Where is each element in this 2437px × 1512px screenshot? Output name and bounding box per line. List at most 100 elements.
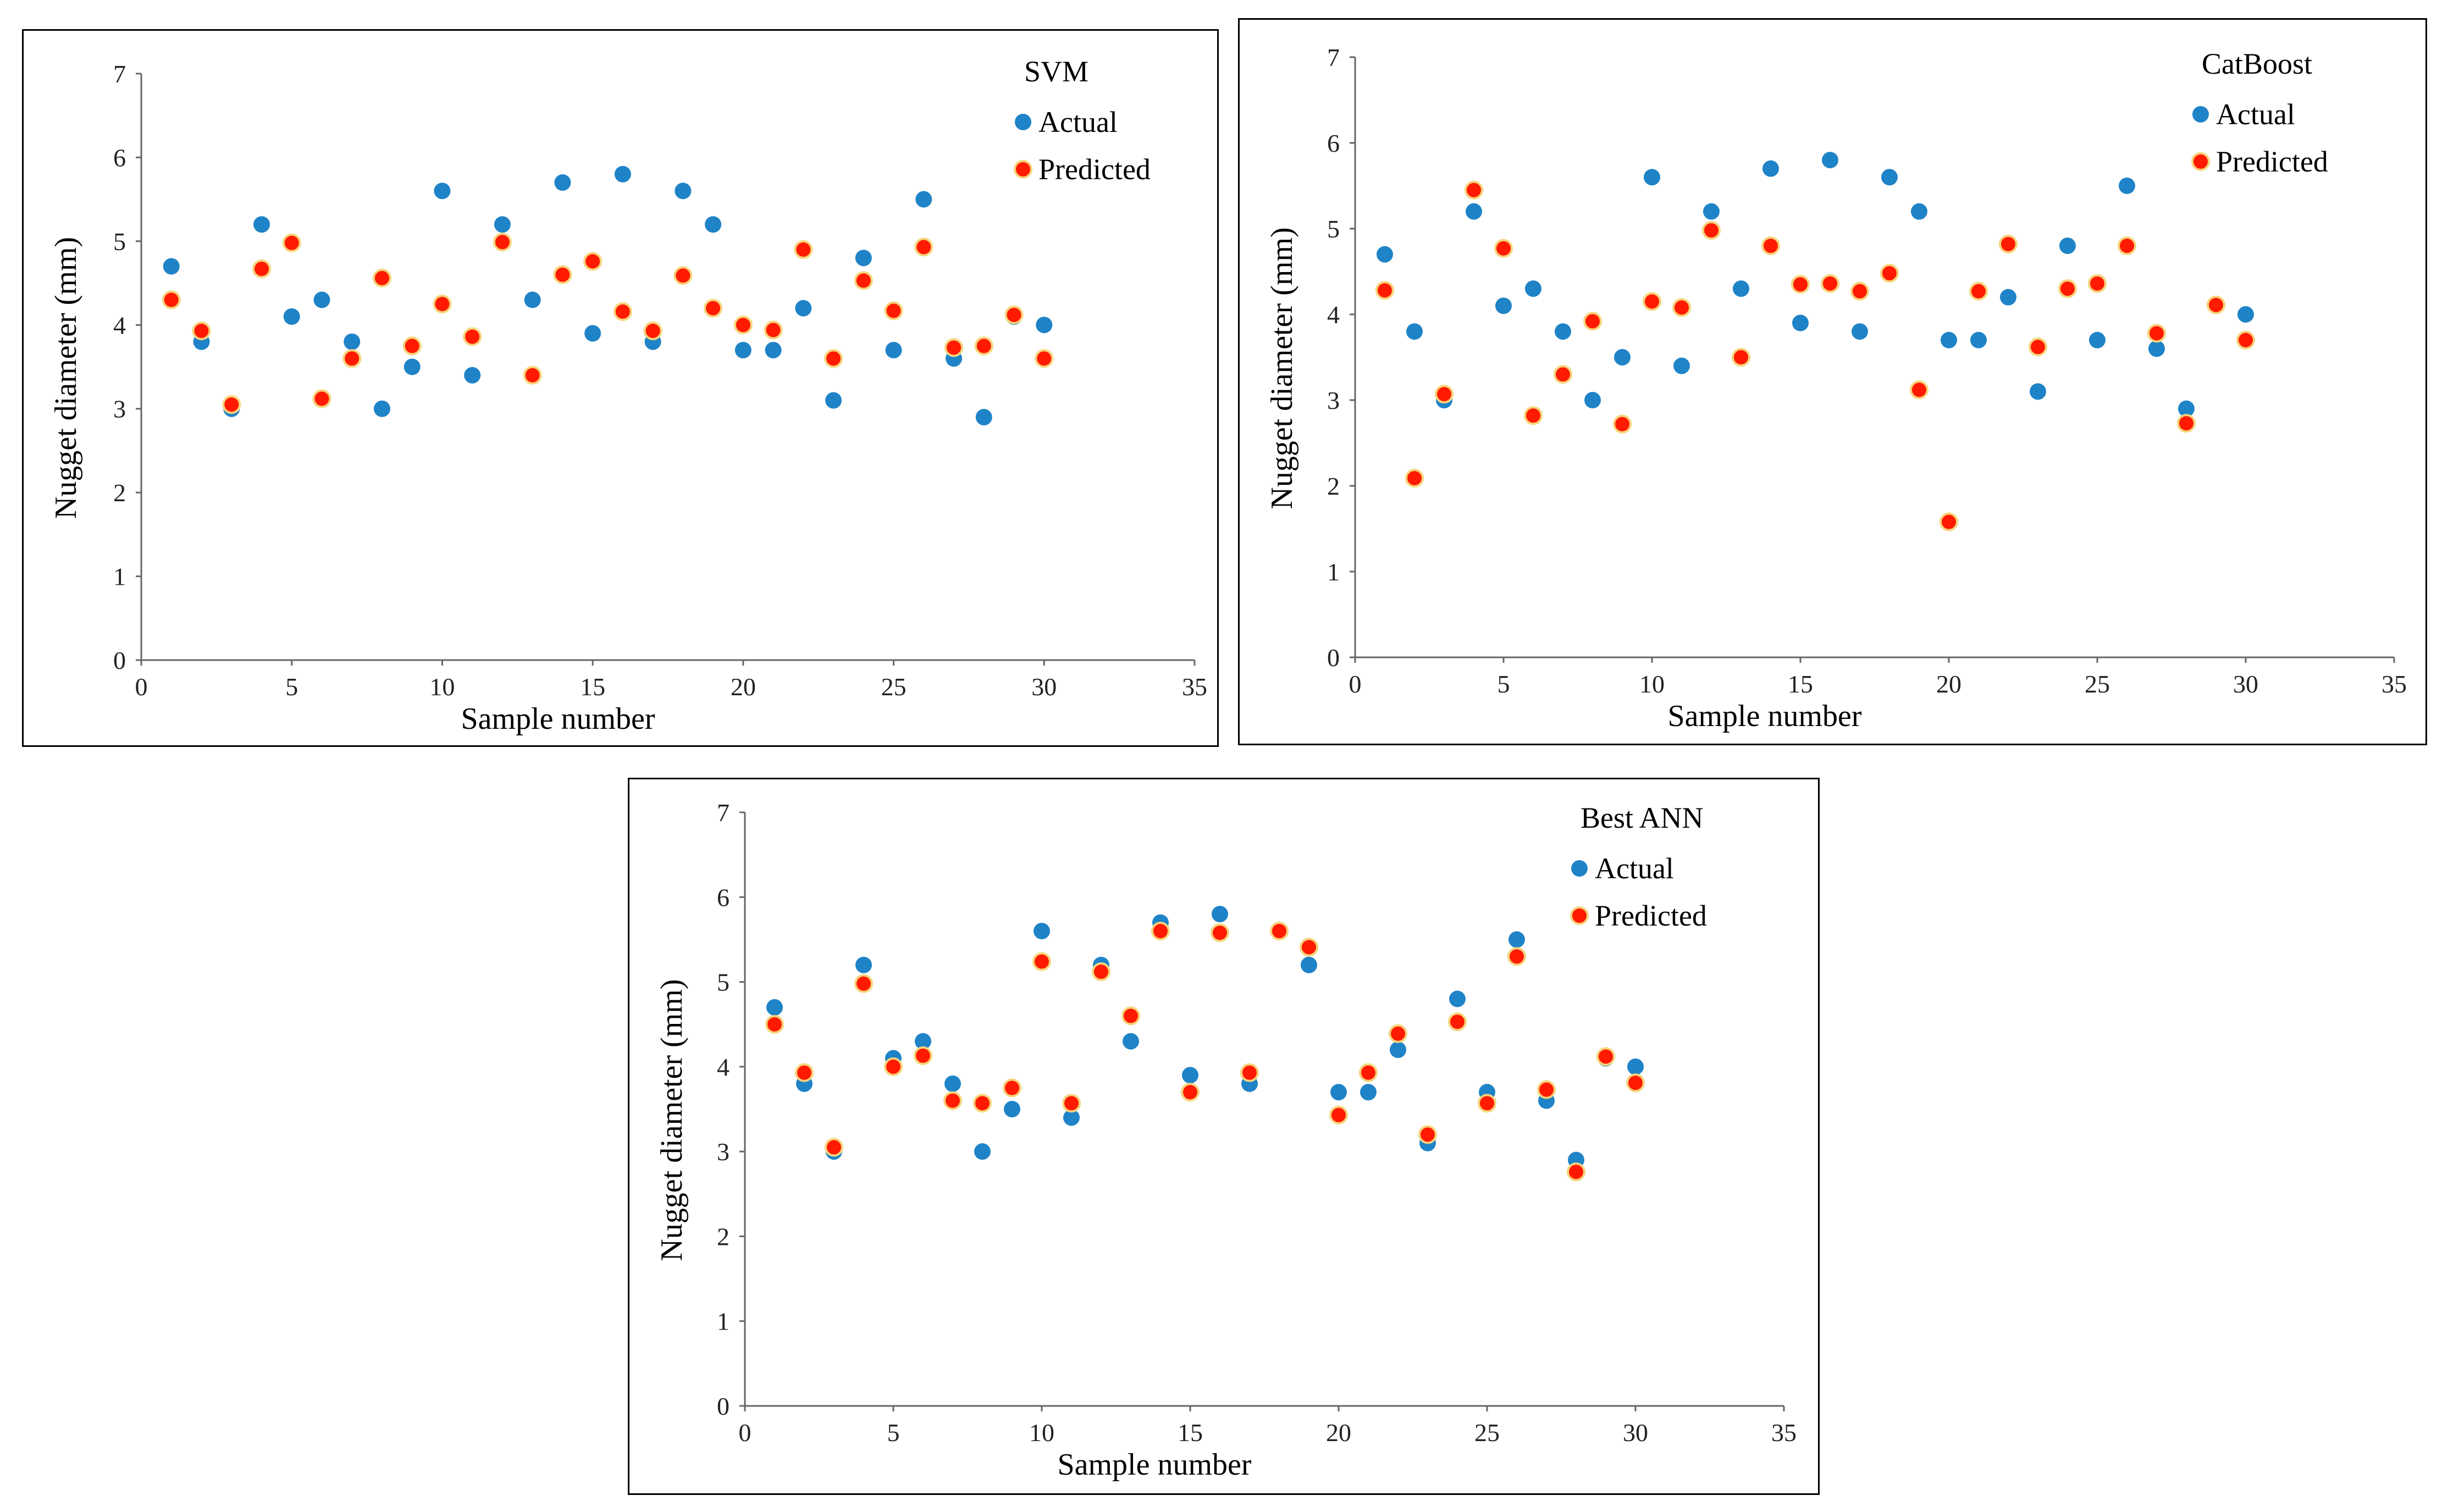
- x-tick-label: 15: [1788, 670, 1813, 698]
- predicted-point: [2147, 324, 2166, 343]
- y-tick-label: 2: [717, 1222, 730, 1250]
- predicted-point: [1880, 264, 1899, 283]
- predicted-point: [1448, 1012, 1467, 1032]
- predicted-point: [1032, 952, 1051, 971]
- predicted-point: [1300, 938, 1318, 957]
- x-tick-label: 10: [1639, 670, 1665, 698]
- predicted-point: [1004, 305, 1024, 324]
- predicted-point: [854, 974, 873, 993]
- predicted-point: [1821, 274, 1839, 293]
- predicted-point: [312, 389, 331, 408]
- predicted-point: [884, 1057, 903, 1076]
- actual-point: [1377, 246, 1393, 263]
- legend-actual-marker: [1571, 860, 1588, 877]
- y-tick-label: 5: [717, 968, 730, 996]
- predicted-point: [1583, 312, 1602, 331]
- actual-point: [974, 1143, 991, 1160]
- actual-point: [494, 216, 511, 233]
- y-tick-label: 7: [1327, 43, 1340, 71]
- x-tick-label: 30: [1623, 1419, 1648, 1447]
- predicted-point: [673, 266, 693, 285]
- actual-point: [1911, 203, 1927, 220]
- x-tick-label: 30: [1031, 673, 1057, 701]
- predicted-point: [973, 1094, 992, 1113]
- x-tick-label: 15: [1178, 1419, 1203, 1447]
- predicted-point: [1465, 180, 1483, 200]
- predicted-point: [1270, 922, 1289, 940]
- x-tick-label: 0: [135, 673, 148, 701]
- y-tick-label: 0: [113, 646, 126, 674]
- x-tick-label: 20: [1326, 1419, 1351, 1447]
- predicted-point: [1151, 922, 1170, 940]
- actual-point: [313, 291, 330, 308]
- actual-point: [1182, 1067, 1198, 1084]
- actual-point: [434, 182, 451, 200]
- predicted-point: [914, 1046, 932, 1065]
- actual-point: [373, 400, 390, 417]
- predicted-point: [944, 338, 964, 357]
- x-tick-label: 10: [1029, 1419, 1054, 1447]
- actual-point: [1584, 392, 1601, 408]
- y-tick-label: 0: [1327, 644, 1340, 672]
- actual-point: [1390, 1042, 1406, 1058]
- actual-point: [554, 174, 571, 191]
- y-tick-label: 6: [1327, 129, 1340, 157]
- predicted-point: [1405, 468, 1424, 488]
- actual-point: [1525, 280, 1541, 297]
- legend-title: Best ANN: [1581, 801, 1704, 834]
- y-tick-label: 4: [717, 1053, 730, 1081]
- y-tick-label: 3: [717, 1138, 730, 1166]
- predicted-point: [825, 1138, 843, 1157]
- y-axis-title: Nugget diameter (mm): [1265, 227, 1299, 509]
- predicted-point: [704, 298, 723, 318]
- predicted-point: [1613, 414, 1632, 434]
- predicted-point: [914, 237, 933, 257]
- actual-point: [1627, 1058, 1644, 1075]
- scatter-chart-catboost: 0 1 2 3 4 5 6 7 0 5 10 15 20 25 30 35 Sample number Nugge…: [1265, 43, 2407, 733]
- predicted-point: [1732, 348, 1750, 367]
- actual-point: [2089, 331, 2106, 348]
- predicted-point: [854, 271, 873, 290]
- x-axis-title: Sample number: [1667, 699, 1861, 733]
- y-tick-label: 4: [1327, 301, 1340, 329]
- predicted-point: [1121, 1006, 1140, 1026]
- x-tick-label: 35: [1182, 673, 1207, 701]
- actual-point: [2119, 178, 2135, 194]
- predicted-point: [2236, 330, 2255, 350]
- predicted-point: [342, 349, 362, 368]
- actual-point: [283, 308, 300, 325]
- predicted-point: [192, 321, 211, 340]
- predicted-point: [162, 290, 181, 309]
- y-tick-label: 1: [717, 1308, 730, 1336]
- actual-point: [855, 250, 872, 267]
- predicted-point: [824, 349, 843, 368]
- predicted-point: [1850, 281, 1869, 301]
- actual-point: [2030, 383, 2046, 400]
- predicted-point: [553, 265, 572, 284]
- actual-point: [404, 358, 421, 375]
- actual-point: [1822, 152, 1838, 169]
- predicted-point: [795, 1063, 814, 1082]
- predicted-point: [733, 315, 753, 335]
- predicted-point: [1537, 1080, 1556, 1099]
- y-tick-label: 1: [1327, 558, 1340, 586]
- predicted-point: [252, 259, 271, 279]
- x-tick-label: 5: [1497, 670, 1510, 698]
- predicted-point: [1596, 1047, 1615, 1066]
- actual-point: [765, 342, 782, 359]
- actual-point: [1881, 169, 1898, 186]
- actual-point: [885, 342, 902, 359]
- predicted-point: [974, 336, 993, 356]
- predicted-point: [1507, 947, 1526, 966]
- predicted-point: [1761, 236, 1780, 256]
- predicted-point: [2088, 274, 2107, 293]
- predicted-point: [1494, 239, 1513, 258]
- y-tick-label: 0: [717, 1392, 730, 1420]
- actual-point: [766, 999, 783, 1016]
- x-axis-title: Sample number: [1057, 1448, 1251, 1482]
- legend-predicted-label: Predicted: [1595, 899, 1707, 932]
- predicted-point: [1939, 512, 1958, 531]
- legend-actual-label: Actual: [1038, 106, 1118, 139]
- y-tick-label: 3: [1327, 386, 1340, 414]
- actual-point: [1123, 1033, 1139, 1050]
